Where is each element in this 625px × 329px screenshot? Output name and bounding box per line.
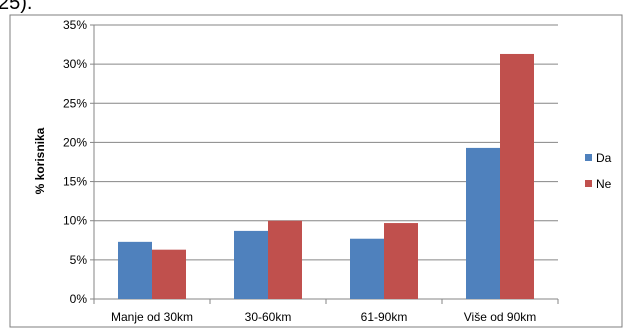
bar-da-1 <box>234 230 268 299</box>
y-tick-label: 35% <box>63 18 87 32</box>
bar-ne-1 <box>268 220 302 299</box>
bar-ne-2 <box>384 223 418 299</box>
chart-frame <box>9 14 623 328</box>
bar-da-2 <box>350 238 384 299</box>
cropped-heading-text: 25). <box>0 0 32 14</box>
y-tick-label: 5% <box>70 253 88 267</box>
y-tick-label: 10% <box>63 214 87 228</box>
legend-label-da: Da <box>596 151 612 165</box>
x-tick-label: 30-60km <box>245 310 292 324</box>
bar-da-3 <box>466 147 500 299</box>
y-tick-labels: 0% 5% 10% 15% 20% 25% 30% 35% <box>63 18 87 306</box>
y-tick-label: 15% <box>63 175 87 189</box>
x-tick-labels: Manje od 30km 30-60km 61-90km Više od 90km <box>111 310 536 324</box>
x-tick-label: Više od 90km <box>464 310 537 324</box>
y-tick-label: 20% <box>63 135 87 149</box>
x-tick-label: Manje od 30km <box>111 310 193 324</box>
y-tick-label: 25% <box>63 96 87 110</box>
legend-swatch-ne <box>585 180 592 187</box>
bar-ne-3 <box>500 53 534 299</box>
bar-da-0 <box>118 241 152 299</box>
bar-ne-0 <box>152 249 186 299</box>
y-tick-label: 30% <box>63 57 87 71</box>
legend-label-ne: Ne <box>596 177 612 191</box>
x-tick-label: 61-90km <box>361 310 408 324</box>
y-tick-label: 0% <box>70 292 88 306</box>
legend: Da Ne <box>585 151 612 191</box>
y-axis-label: % korisnika <box>33 127 47 194</box>
legend-swatch-da <box>585 154 592 161</box>
bars <box>118 53 534 299</box>
